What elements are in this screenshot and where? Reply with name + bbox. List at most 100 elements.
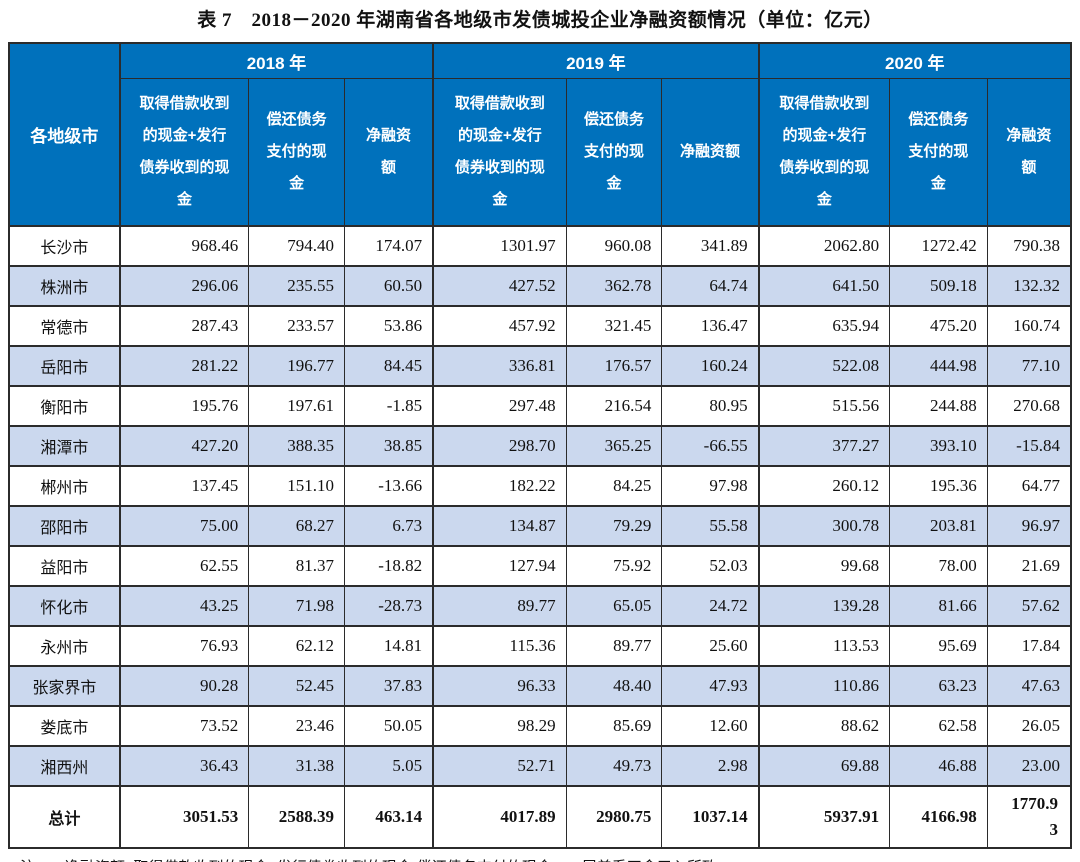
city-cell: 常德市: [8, 305, 121, 347]
value-cell: 475.20: [889, 305, 988, 347]
table-row: 湘西州 36.43 31.38 5.05 52.71 49.73 2.98 69.88 46.8…: [8, 745, 1072, 787]
table-row: 衡阳市 195.76 197.61 -1.85 297.48 216.54 80.95 515…: [8, 385, 1072, 427]
value-cell: 1770.93: [986, 785, 1072, 849]
table-row: 湘潭市 427.20 388.35 38.85 298.70 365.25 -66.55 37…: [8, 425, 1072, 467]
value-cell: 2.98: [661, 745, 760, 787]
value-cell: 176.57: [565, 345, 663, 387]
value-cell: 75.00: [118, 505, 250, 547]
value-cell: 298.70: [432, 425, 567, 467]
col-header-2020-net: 净融资 额: [986, 78, 1072, 227]
value-cell: 62.58: [889, 705, 988, 747]
value-cell: 6.73: [343, 505, 434, 547]
value-cell: 151.10: [248, 465, 345, 507]
value-cell: 53.86: [343, 305, 434, 347]
value-cell: 25.60: [661, 625, 760, 667]
note-line-1: 注：1. 净融资额=取得借款收到的现金+发行债券收到的现金-偿还债务支付的现金；…: [20, 855, 1072, 862]
value-cell: 4166.98: [889, 785, 988, 849]
year-2018-header: 2018 年: [118, 42, 434, 79]
value-cell: 522.08: [757, 345, 891, 387]
value-cell: 17.84: [986, 625, 1072, 667]
value-cell: 47.63: [986, 665, 1072, 707]
value-cell: 62.55: [118, 545, 250, 587]
value-cell: 377.27: [757, 425, 891, 467]
value-cell: 160.24: [661, 345, 760, 387]
value-cell: 23.46: [248, 705, 345, 747]
col-header-2019-net: 净融资额: [661, 78, 760, 227]
value-cell: 84.45: [343, 345, 434, 387]
value-cell: 90.28: [118, 665, 250, 707]
value-cell: 968.46: [118, 225, 250, 267]
value-cell: 50.05: [343, 705, 434, 747]
table-title: 表 7 2018－2020 年湖南省各地级市发债城投企业净融资额情况（单位：亿元…: [197, 10, 883, 31]
value-cell: 195.36: [889, 465, 988, 507]
table-row: 永州市 76.93 62.12 14.81 115.36 89.77 25.60 113.53…: [8, 625, 1072, 667]
value-cell: 287.43: [118, 305, 250, 347]
value-cell: 160.74: [986, 305, 1072, 347]
value-cell: 960.08: [565, 225, 663, 267]
value-cell: 4017.89: [432, 785, 567, 849]
value-cell: 24.72: [661, 585, 760, 627]
value-cell: 49.73: [565, 745, 663, 787]
value-cell: 300.78: [757, 505, 891, 547]
value-cell: 2588.39: [248, 785, 345, 849]
value-cell: 31.38: [248, 745, 345, 787]
value-cell: 182.22: [432, 465, 567, 507]
table-row: 怀化市 43.25 71.98 -28.73 89.77 65.05 24.72 139.28…: [8, 585, 1072, 627]
value-cell: 196.77: [248, 345, 345, 387]
value-cell: 3051.53: [118, 785, 250, 849]
value-cell: 79.29: [565, 505, 663, 547]
value-cell: -66.55: [661, 425, 760, 467]
value-cell: 127.94: [432, 545, 567, 587]
city-cell: 株洲市: [8, 265, 121, 307]
value-cell: 81.66: [889, 585, 988, 627]
value-cell: 84.25: [565, 465, 663, 507]
header-sub-row: 取得借款收到 的现金+发行 债券收到的现 金 偿还债务 支付的现 金 净融资 额…: [9, 78, 1072, 227]
value-cell: 52.71: [432, 745, 567, 787]
value-cell: 99.68: [757, 545, 891, 587]
table-header: 各地级市 2018 年 2019 年 2020 年 取得借款收到 的现金+发行 …: [8, 42, 1072, 227]
value-cell: 113.53: [757, 625, 891, 667]
value-cell: 1037.14: [661, 785, 760, 849]
value-cell: 96.97: [986, 505, 1072, 547]
value-cell: 1272.42: [889, 225, 988, 267]
col-header-2019-repay: 偿还债务 支付的现 金: [565, 78, 663, 227]
value-cell: 14.81: [343, 625, 434, 667]
value-cell: 43.25: [118, 585, 250, 627]
table-row: 郴州市 137.45 151.10 -13.66 182.22 84.25 97.98 260…: [8, 465, 1072, 507]
value-cell: -1.85: [343, 385, 434, 427]
value-cell: 427.20: [118, 425, 250, 467]
value-cell: 195.76: [118, 385, 250, 427]
value-cell: 69.88: [757, 745, 891, 787]
value-cell: 12.60: [661, 705, 760, 747]
value-cell: 365.25: [565, 425, 663, 467]
value-cell: 63.23: [889, 665, 988, 707]
corner-header-cell: 各地级市: [8, 42, 121, 227]
value-cell: 388.35: [248, 425, 345, 467]
city-cell: 益阳市: [8, 545, 121, 587]
value-cell: 427.52: [432, 265, 567, 307]
value-cell: 47.93: [661, 665, 760, 707]
value-cell: -15.84: [986, 425, 1072, 467]
value-cell: 23.00: [986, 745, 1072, 787]
city-cell: 湘西州: [8, 745, 121, 787]
city-cell: 怀化市: [8, 585, 121, 627]
city-cell: 岳阳市: [8, 345, 121, 387]
table-row: 株洲市 296.06 235.55 60.50 427.52 362.78 64.74 641…: [8, 265, 1072, 307]
city-cell: 张家界市: [8, 665, 121, 707]
value-cell: 80.95: [661, 385, 760, 427]
value-cell: 197.61: [248, 385, 345, 427]
value-cell: 60.50: [343, 265, 434, 307]
table-row: 张家界市 90.28 52.45 37.83 96.33 48.40 47.93 110.86…: [8, 665, 1072, 707]
col-header-2020-repay: 偿还债务 支付的现 金: [889, 78, 988, 227]
col-header-2018-net: 净融资 额: [343, 78, 434, 227]
value-cell: 78.00: [889, 545, 988, 587]
value-cell: 790.38: [986, 225, 1072, 267]
value-cell: 89.77: [565, 625, 663, 667]
value-cell: 341.89: [661, 225, 760, 267]
table-row: 邵阳市 75.00 68.27 6.73 134.87 79.29 55.58 300.78 2…: [8, 505, 1072, 547]
value-cell: 362.78: [565, 265, 663, 307]
value-cell: 38.85: [343, 425, 434, 467]
value-cell: 73.52: [118, 705, 250, 747]
table-row: 长沙市 968.46 794.40 174.07 1301.97 960.08 341.89…: [8, 225, 1072, 267]
